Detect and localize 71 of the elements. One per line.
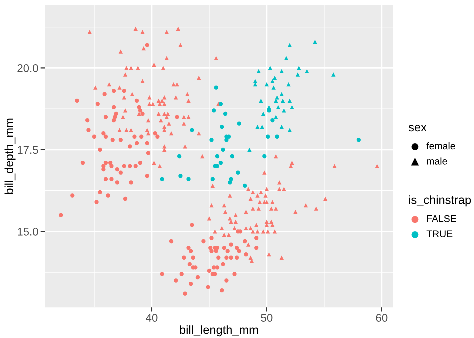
point: [288, 43, 292, 48]
point: [218, 160, 224, 166]
point: [260, 124, 264, 130]
point: [276, 105, 281, 110]
point: [210, 177, 215, 182]
point: [236, 170, 240, 175]
y-tick-label: 17.5: [18, 146, 38, 154]
point: [280, 124, 284, 130]
point: [288, 98, 292, 103]
y-axis-title: bill_depth_mm: [4, 118, 16, 194]
point: [305, 69, 310, 74]
point: [218, 102, 224, 106]
point: [243, 184, 248, 188]
point: [228, 180, 232, 185]
point: [270, 79, 275, 84]
point: [280, 98, 286, 103]
point: [280, 69, 284, 74]
point: [272, 86, 276, 90]
point: [190, 128, 194, 132]
point: [186, 177, 191, 182]
x-tick-label: 40: [146, 314, 158, 322]
text: female: [426, 142, 456, 150]
x-tick-label: 60: [376, 314, 388, 322]
text: sex: [408, 125, 427, 132]
point: [270, 118, 275, 123]
point: [266, 134, 270, 139]
point: [274, 115, 278, 120]
text: TRUE: [426, 230, 453, 238]
point: [237, 122, 242, 126]
point: [223, 112, 228, 116]
point: [214, 86, 218, 90]
text: is_chinstrap: [409, 196, 472, 207]
point: [259, 98, 264, 103]
text: FALSE: [427, 215, 456, 222]
point: [248, 148, 252, 152]
x-axis-title: bill_length_mm: [180, 326, 258, 337]
point: [284, 56, 289, 60]
point: [230, 154, 235, 159]
y-tick-label: 20.0: [18, 64, 38, 72]
point: [221, 148, 226, 152]
point: [224, 138, 229, 142]
y-tick-label: 15.0: [18, 228, 38, 236]
point: [256, 69, 261, 74]
point: [262, 154, 267, 159]
point: [280, 92, 284, 96]
point: [275, 134, 280, 139]
point: [220, 124, 224, 130]
point: [272, 76, 278, 80]
point: [177, 154, 182, 159]
point: [212, 108, 216, 113]
text: male: [427, 158, 448, 165]
point: [297, 66, 302, 70]
point: [253, 79, 258, 84]
point: [290, 105, 294, 110]
x-tick-label: 50: [261, 314, 273, 322]
point: [215, 154, 220, 159]
point: [264, 82, 270, 87]
point: [268, 66, 272, 70]
point: [210, 138, 214, 142]
point: [267, 105, 272, 110]
point: [286, 82, 291, 87]
point: [313, 40, 318, 44]
point: [296, 72, 300, 77]
point: [332, 72, 336, 77]
point: [261, 112, 266, 116]
point: [160, 177, 164, 182]
point: [282, 108, 286, 113]
point: [288, 128, 292, 132]
point: [356, 138, 362, 142]
point: [256, 124, 260, 130]
point: [178, 174, 183, 178]
